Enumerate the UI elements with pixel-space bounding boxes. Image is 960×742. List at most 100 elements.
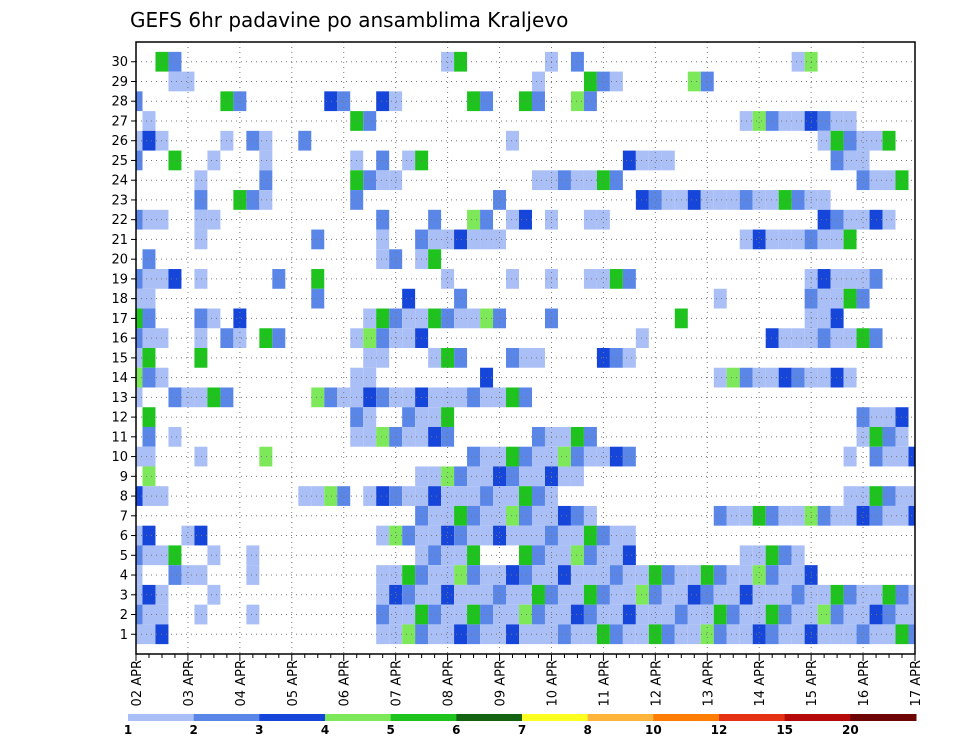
heatmap-cell — [570, 565, 584, 585]
heatmap-cell — [856, 269, 870, 289]
heatmap-cell — [428, 209, 442, 230]
heatmap-cell — [136, 348, 143, 368]
heatmap-cell — [454, 505, 468, 526]
heatmap-cell — [441, 269, 455, 289]
heatmap-cell — [402, 565, 416, 585]
heatmap-cell — [376, 565, 390, 585]
y-tick-label: 26 — [111, 134, 128, 149]
heatmap-cell — [635, 584, 649, 605]
heatmap-cell — [136, 525, 143, 546]
heatmap-cell — [454, 51, 468, 72]
heatmap-cell — [752, 565, 766, 585]
heatmap-cell — [752, 624, 766, 645]
heatmap-cell — [583, 269, 597, 289]
heatmap-cell — [493, 308, 507, 329]
heatmap-cell — [570, 446, 584, 467]
heatmap-cell — [454, 604, 468, 625]
heatmap-cell — [519, 604, 532, 625]
heatmap-cell — [506, 446, 519, 467]
y-tick-label: 28 — [111, 95, 128, 110]
heatmap-cell — [713, 584, 727, 605]
heatmap-cell — [467, 466, 481, 487]
heatmap-cell — [467, 624, 481, 645]
heatmap-cell — [389, 426, 403, 447]
heatmap-cell — [311, 229, 325, 250]
heatmap-cell — [596, 565, 610, 585]
heatmap-cell — [583, 604, 597, 625]
heatmap-cell — [428, 348, 442, 368]
heatmap-cell — [856, 328, 870, 348]
heatmap-cell — [363, 170, 377, 191]
heatmap-cell — [778, 190, 792, 210]
heatmap-cell — [531, 565, 545, 585]
heatmap-cell — [622, 604, 636, 625]
heatmap-cell — [467, 525, 481, 546]
heatmap-cell — [428, 505, 442, 526]
heatmap-cell — [467, 209, 481, 230]
heatmap-cell — [324, 91, 338, 112]
heatmap-cell — [246, 130, 260, 151]
heatmap-cell — [194, 328, 208, 348]
y-tick-label: 22 — [111, 213, 128, 228]
heatmap-cell — [207, 209, 221, 230]
heatmap-cell — [830, 505, 844, 526]
heatmap-cell — [570, 91, 584, 112]
y-tick-label: 8 — [120, 490, 128, 505]
heatmap-cell — [687, 71, 701, 92]
heatmap-cell — [207, 150, 221, 171]
heatmap-cell — [895, 604, 909, 625]
heatmap-cell — [428, 229, 442, 250]
heatmap-cell — [583, 426, 597, 447]
heatmap-cell — [142, 446, 156, 467]
heatmap-cell — [142, 624, 156, 645]
heatmap-cell — [661, 604, 675, 625]
heatmap-cell — [843, 130, 857, 151]
heatmap-cell — [259, 190, 273, 210]
heatmap-cell — [136, 584, 143, 605]
heatmap-cell — [557, 170, 571, 191]
heatmap-cell — [441, 486, 455, 506]
heatmap-cell — [817, 604, 831, 625]
heatmap-cell — [337, 91, 351, 112]
heatmap-cell — [506, 466, 519, 487]
heatmap-cell — [856, 130, 870, 151]
heatmap-cell — [843, 229, 857, 250]
heatmap-cell — [493, 486, 507, 506]
heatmap-cell — [428, 466, 442, 487]
heatmap-cell — [765, 565, 779, 585]
heatmap-cell — [506, 269, 519, 289]
heatmap-cell — [467, 604, 481, 625]
heatmap-cell — [181, 565, 195, 585]
y-tick-label: 14 — [111, 371, 128, 386]
heatmap-cell — [493, 584, 507, 605]
heatmap-cell — [700, 624, 714, 645]
heatmap-cell — [778, 505, 792, 526]
heatmap-cell — [713, 565, 727, 585]
heatmap-cell — [557, 426, 571, 447]
heatmap-cell — [506, 604, 519, 625]
heatmap-cell — [142, 545, 156, 566]
heatmap-cell — [817, 584, 831, 605]
heatmap-cell — [726, 505, 740, 526]
heatmap-cell — [726, 367, 740, 388]
heatmap-cell — [506, 525, 519, 546]
heatmap-cell — [519, 387, 532, 408]
heatmap-cell — [531, 486, 545, 506]
legend-swatch — [784, 714, 851, 721]
heatmap-cell — [557, 545, 571, 566]
heatmap-cell — [363, 387, 377, 408]
heatmap-cell — [817, 111, 831, 131]
heatmap-cell — [402, 387, 416, 408]
legend-label: 12 — [711, 723, 728, 737]
heatmap-cell — [661, 565, 675, 585]
legend-swatch — [390, 714, 457, 721]
heatmap-cell — [830, 130, 844, 151]
heatmap-cell — [622, 269, 636, 289]
heatmap-cell — [233, 308, 247, 329]
x-tick-label: 07 APR — [390, 660, 405, 706]
heatmap-cell — [136, 269, 143, 289]
heatmap-cell — [506, 130, 519, 151]
heatmap-cell — [596, 525, 610, 546]
heatmap-cell — [583, 624, 597, 645]
heatmap-cell — [856, 604, 870, 625]
